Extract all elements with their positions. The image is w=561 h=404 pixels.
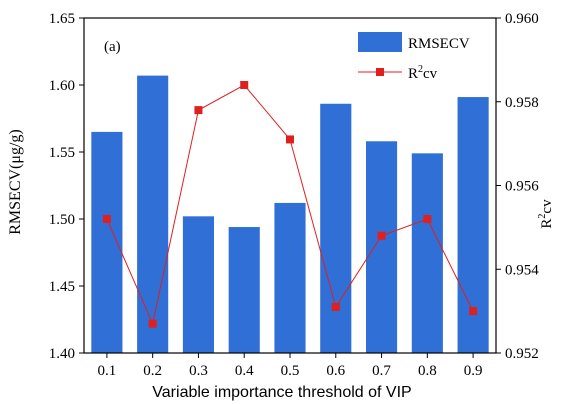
bar-series [91, 75, 489, 354]
panel-label: (a) [104, 39, 121, 55]
bar-0.1 [91, 131, 123, 353]
legend-r2cv-marker [376, 68, 384, 76]
right-tick-label: 0.960 [505, 11, 539, 27]
left-tick-label: 1.45 [49, 279, 75, 295]
bar-0.2 [137, 75, 169, 354]
r2cv-point-0.1 [102, 215, 111, 223]
legend-rmsecv-swatch [358, 32, 402, 52]
x-tick-label: 0.1 [98, 363, 117, 379]
x-tick-label: 0.9 [464, 363, 483, 379]
right-tick-label: 0.954 [505, 262, 539, 278]
x-tick-label: 0.6 [326, 363, 345, 379]
bar-0.5 [274, 202, 306, 353]
bar-0.7 [365, 141, 398, 353]
r2cv-point-0.6 [331, 302, 340, 311]
left-tick-label: 1.55 [49, 145, 75, 161]
bar-0.6 [320, 103, 352, 353]
r2cv-point-0.5 [286, 135, 294, 144]
r2cv-point-0.4 [240, 81, 249, 89]
x-tick-label: 0.3 [189, 363, 208, 379]
left-tick-label: 1.65 [49, 11, 75, 27]
x-axis-label: Variable importance threshold of VIP [152, 384, 411, 401]
right-tick-label: 0.952 [505, 346, 539, 362]
left-tick-label: 1.50 [49, 212, 75, 228]
left-tick-label: 1.60 [49, 78, 75, 94]
left-tick-label: 1.40 [49, 346, 75, 362]
bar-0.3 [182, 216, 215, 353]
r2cv-point-0.9 [469, 307, 478, 316]
legend-r2cv-label: R2cv [408, 64, 438, 82]
bar-0.4 [228, 227, 260, 353]
r2cv-point-0.7 [377, 231, 386, 240]
legend-rmsecv-label: RMSECV [408, 36, 470, 52]
x-tick-label: 0.8 [418, 363, 437, 379]
x-axis: 0.1 0.2 0.3 0.4 0.5 0.6 0.7 0.8 0.9 [98, 353, 483, 379]
x-tick-label: 0.5 [281, 363, 300, 379]
x-tick-label: 0.2 [143, 363, 162, 379]
right-axis-label: R2cv [537, 199, 555, 229]
right-tick-label: 0.956 [505, 179, 539, 195]
x-tick-label: 0.7 [372, 363, 391, 379]
right-axis: 0.952 0.954 0.956 0.958 0.960 [496, 11, 539, 362]
bar-0.8 [411, 153, 443, 353]
r2cv-point-0.8 [423, 215, 432, 223]
left-axis-label: RMSECV(μg/g) [7, 129, 24, 234]
r2cv-point-0.3 [194, 106, 203, 115]
left-axis: 1.40 1.45 1.50 1.55 1.60 1.65 [49, 11, 84, 362]
line-series [102, 81, 478, 328]
r2cv-point-0.2 [148, 319, 157, 328]
right-tick-label: 0.958 [505, 95, 539, 111]
legend: RMSECV R2cv [358, 32, 470, 82]
x-tick-label: 0.4 [235, 363, 254, 379]
